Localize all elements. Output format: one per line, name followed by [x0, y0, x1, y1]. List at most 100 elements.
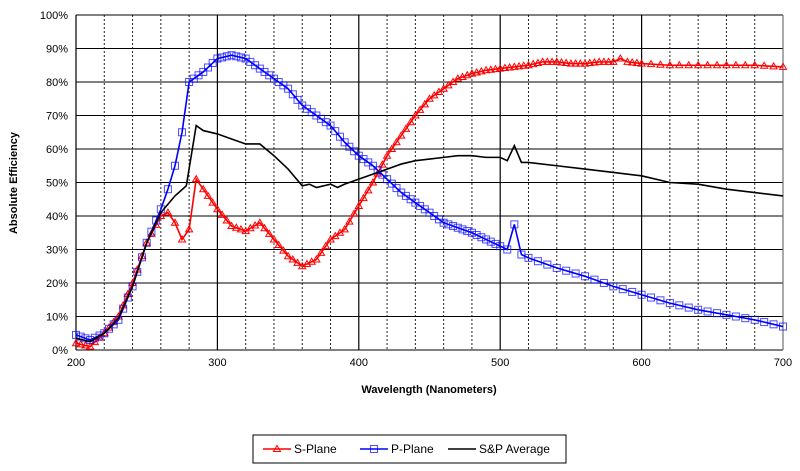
legend: S-Plane P-Plane S&P Average — [252, 434, 567, 464]
square-marker — [119, 304, 128, 313]
x-tick-label: 500 — [491, 357, 509, 369]
triangle-marker — [288, 255, 298, 263]
triangle-marker — [505, 62, 514, 71]
legend-label: S-Plane — [294, 442, 337, 456]
legend-label: P-Plane — [391, 442, 434, 456]
triangle-marker — [227, 221, 236, 230]
triangle-marker — [420, 99, 430, 108]
x-axis-ticks: 200 300 400 500 600 700 — [67, 357, 792, 369]
triangle-marker — [519, 61, 529, 69]
triangle-marker — [377, 160, 387, 168]
triangle-marker — [293, 258, 302, 266]
series-line — [75, 57, 784, 348]
triangle-marker — [184, 224, 194, 233]
square-marker — [199, 67, 208, 76]
triangle-marker — [571, 59, 580, 67]
triangle-marker — [177, 234, 187, 243]
legend-item: P-Plane — [360, 442, 434, 456]
triangle-marker — [616, 54, 625, 62]
legend-item: S&P Average — [448, 442, 550, 456]
square-marker — [543, 260, 552, 269]
square-marker — [684, 303, 693, 312]
triangle-marker — [213, 204, 222, 213]
triangle-marker — [778, 62, 788, 70]
triangle-marker — [538, 57, 547, 65]
square-marker — [722, 310, 731, 319]
triangle-marker — [415, 105, 425, 113]
square-marker — [628, 287, 637, 296]
square-marker — [170, 161, 179, 170]
square-marker — [218, 53, 227, 62]
triangle-marker — [547, 57, 557, 65]
series-s-p-average — [75, 124, 784, 343]
y-tick-label: 0% — [52, 345, 68, 357]
square-marker — [703, 307, 712, 316]
square-marker — [694, 305, 703, 314]
square-marker — [178, 128, 187, 137]
triangle-marker — [566, 59, 576, 67]
series-line — [75, 54, 784, 341]
triangle-marker — [599, 57, 609, 65]
triangle-marker — [632, 58, 642, 67]
triangle-marker — [236, 224, 246, 233]
square-marker — [331, 127, 340, 136]
y-tick-label: 50% — [46, 178, 68, 190]
triangle-marker — [359, 193, 368, 202]
square-marker — [373, 166, 382, 175]
y-tick-label: 80% — [46, 77, 68, 89]
triangle-marker — [264, 229, 274, 237]
triangle-marker — [191, 174, 201, 183]
triangle-marker — [637, 59, 646, 67]
grid — [75, 14, 784, 351]
triangle-marker — [349, 209, 359, 217]
triangle-marker — [392, 137, 401, 146]
triangle-marker — [509, 62, 519, 70]
triangle-marker — [260, 223, 269, 232]
triangle-marker — [203, 191, 213, 199]
square-marker — [779, 322, 787, 331]
y-tick-label: 100% — [40, 10, 68, 22]
y-tick-label: 40% — [46, 211, 68, 223]
triangle-marker — [674, 60, 684, 69]
square-marker — [326, 121, 335, 130]
triangle-marker — [363, 185, 373, 194]
triangle-marker — [401, 124, 411, 132]
square-marker — [486, 237, 495, 246]
square-marker — [137, 253, 146, 262]
y-tick-label: 60% — [46, 144, 68, 156]
square-marker — [90, 333, 99, 342]
square-marker — [524, 253, 533, 262]
triangle-marker — [387, 144, 397, 152]
square-marker — [142, 238, 151, 247]
square-marker — [213, 54, 222, 63]
legend-label: S&P Average — [479, 442, 550, 456]
triangle-marker — [580, 59, 590, 67]
triangle-marker — [759, 61, 769, 69]
series-p-plane — [72, 51, 787, 344]
y-axis-ticks: 0% 10% 20% 30% 40% 50% 60% 70% 80% 90% 100% — [40, 10, 68, 357]
triangle-marker — [71, 338, 81, 347]
square-marker — [370, 445, 378, 453]
square-marker — [713, 309, 722, 318]
triangle-marker — [750, 60, 760, 69]
square-marker — [637, 290, 646, 299]
triangle-marker — [542, 57, 552, 65]
triangle-marker — [81, 341, 90, 349]
square-marker — [741, 314, 750, 323]
square-marker — [458, 225, 467, 234]
triangle-marker — [646, 59, 656, 68]
y-tick-label: 10% — [46, 312, 68, 324]
square-marker — [345, 142, 354, 151]
triangle-marker — [231, 223, 241, 231]
triangle-marker — [279, 246, 288, 254]
square-marker — [444, 220, 453, 229]
square-marker — [232, 52, 241, 61]
square-marker — [109, 320, 118, 329]
square-marker — [383, 175, 392, 184]
triangle-marker — [585, 58, 595, 67]
square-marker — [100, 329, 109, 338]
triangle-marker — [552, 57, 562, 65]
square-marker — [335, 132, 344, 141]
triangle-marker — [575, 59, 585, 67]
